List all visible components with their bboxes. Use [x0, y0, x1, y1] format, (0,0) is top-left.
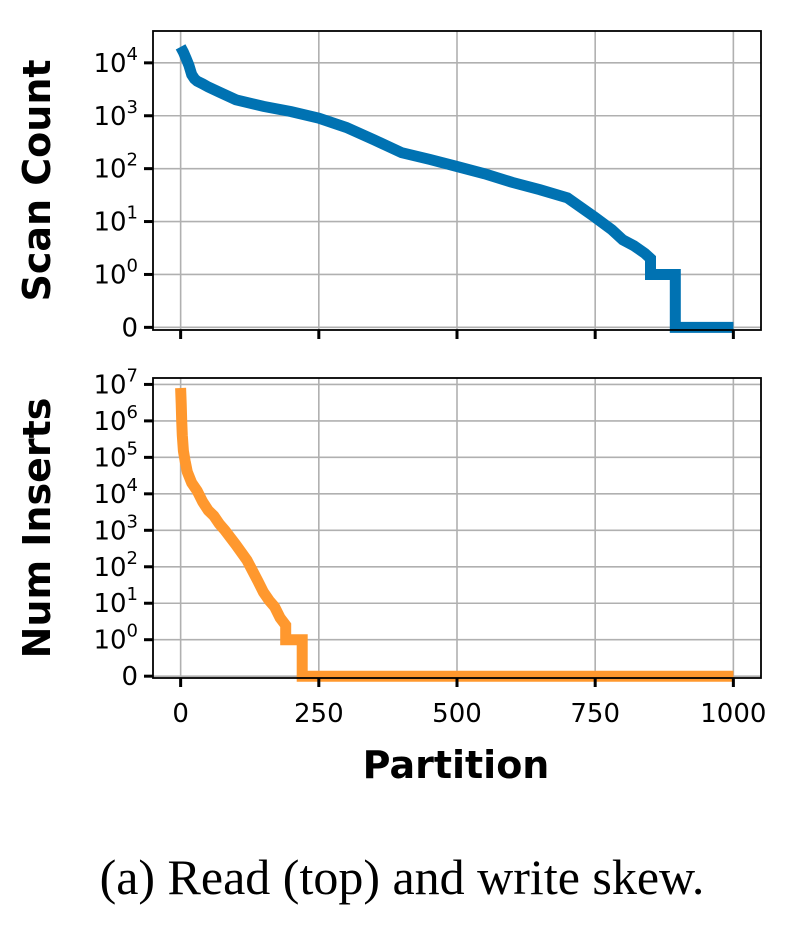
- x-tick-label: 0: [172, 699, 189, 729]
- y-tick-label: 102: [93, 150, 138, 185]
- scan-count-panel: 0 100 101 102 103 104 Scan Count: [15, 30, 762, 343]
- y-tick-label: 107: [93, 365, 138, 400]
- y-tick-label: 104: [93, 475, 138, 510]
- y-tick-label: 101: [93, 584, 138, 619]
- series-line-0: [175, 44, 734, 333]
- y-tick-label: 106: [93, 402, 138, 437]
- y-tick-label: 104: [93, 44, 138, 79]
- x-tick-label: 500: [432, 699, 482, 729]
- y-tick-label: 0: [121, 313, 138, 343]
- figure-caption: (a) Read (top) and write skew.: [99, 849, 705, 905]
- y-tick-label: 101: [93, 203, 138, 238]
- y-tick-label: 0: [121, 662, 138, 692]
- y-tick-label: 102: [93, 548, 138, 583]
- y-tick-label: 100: [93, 255, 138, 290]
- series-line-0: [175, 387, 734, 682]
- y-tick-label: 103: [93, 97, 138, 132]
- x-tick-label: 250: [294, 699, 344, 729]
- y-axis-label: Num Inserts: [15, 398, 59, 659]
- x-axis-label: Partition: [363, 743, 550, 787]
- y-tick-label: 103: [93, 511, 138, 546]
- y-tick-label: 105: [93, 438, 138, 473]
- x-tick-label: 750: [570, 699, 620, 729]
- y-tick-label: 100: [93, 621, 138, 656]
- y-axis-label: Scan Count: [15, 59, 59, 301]
- x-tick-label: 1000: [700, 699, 766, 729]
